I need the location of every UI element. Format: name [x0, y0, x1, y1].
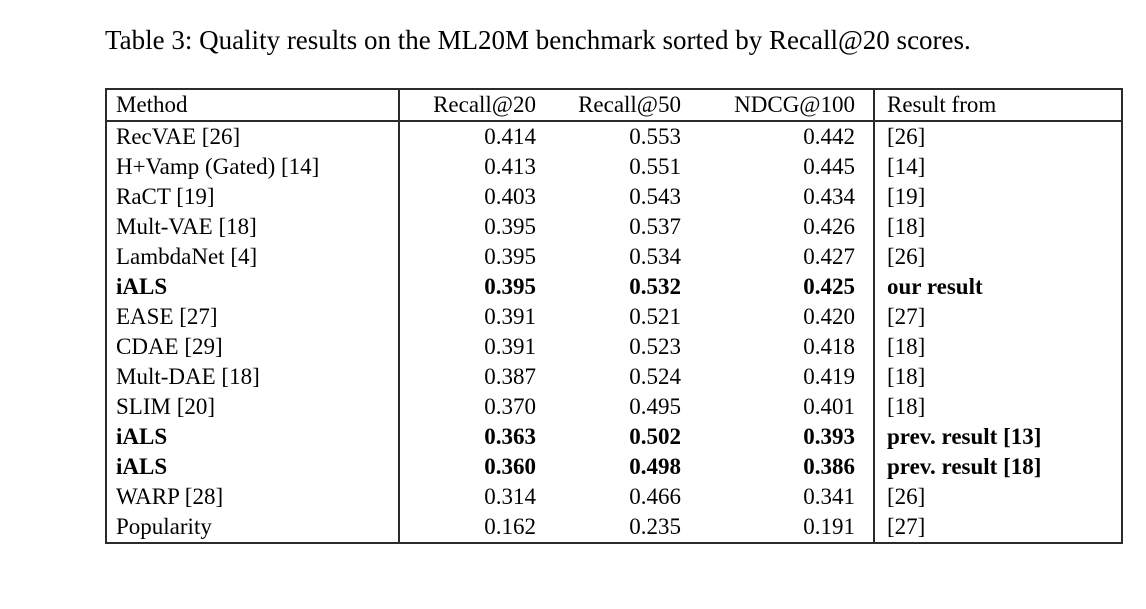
method-cell: H+Vamp (Gated) [14] — [106, 152, 400, 182]
recall50-cell: 0.502 — [629, 424, 681, 449]
recall20-cell: 0.413 — [484, 154, 536, 179]
result-from-cell: [27] — [887, 514, 926, 539]
method-cell: WARP [28] — [106, 482, 400, 512]
ndcg100-cell: 0.442 — [681, 121, 875, 152]
ndcg100-cell: 0.386 — [681, 452, 875, 482]
table-row: CDAE [29] 0.391 0.523 0.418 [18] — [106, 332, 1122, 362]
ndcg100-cell: 0.434 — [681, 182, 875, 212]
recall50-cell: 0.543 — [629, 184, 681, 209]
recall20-cell: 0.391 — [484, 334, 536, 359]
table-row: RaCT [19] 0.403 0.543 0.434 [19] — [106, 182, 1122, 212]
method-cell: iALS — [106, 272, 400, 302]
recall50-cell: 0.521 — [629, 304, 681, 329]
recall50-cell: 0.553 — [629, 124, 681, 149]
column-header-method: Method — [106, 89, 400, 122]
recall20-cell: 0.395 — [484, 214, 536, 239]
result-from-cell: [26] — [887, 484, 926, 509]
table-header: Method Recall@20 Recall@50 NDCG@100 Resu… — [106, 89, 1122, 122]
recall20-cell: 0.403 — [484, 184, 536, 209]
recall50-cell: 0.235 — [629, 514, 681, 539]
table-row: iALS 0.363 0.502 0.393 prev. result [13] — [106, 422, 1122, 452]
header-row: Method Recall@20 Recall@50 NDCG@100 Resu… — [106, 89, 1122, 122]
recall20-cell: 0.162 — [484, 514, 536, 539]
table-row: WARP [28] 0.314 0.466 0.341 [26] — [106, 482, 1122, 512]
recall20-cell: 0.395 — [484, 244, 536, 269]
table-row: Mult-VAE [18] 0.395 0.537 0.426 [18] — [106, 212, 1122, 242]
method-cell: LambdaNet [4] — [106, 242, 400, 272]
result-from-cell: our result — [887, 274, 983, 299]
recall20-cell: 0.387 — [484, 364, 536, 389]
method-cell: RaCT [19] — [106, 182, 400, 212]
table-row: EASE [27] 0.391 0.521 0.420 [27] — [106, 302, 1122, 332]
recall20-cell: 0.360 — [484, 454, 536, 479]
result-from-cell: [26] — [887, 244, 926, 269]
recall50-cell: 0.551 — [629, 154, 681, 179]
result-from-cell: [19] — [887, 184, 926, 209]
table-row: Popularity 0.162 0.235 0.191 [27] — [106, 512, 1122, 543]
recall50-cell: 0.523 — [629, 334, 681, 359]
table-row: LambdaNet [4] 0.395 0.534 0.427 [26] — [106, 242, 1122, 272]
ndcg100-cell: 0.427 — [681, 242, 875, 272]
recall50-cell: 0.534 — [629, 244, 681, 269]
table-caption: Table 3: Quality results on the ML20M be… — [105, 25, 971, 55]
column-header-result-from: Result from — [874, 89, 1122, 122]
recall50-cell: 0.498 — [629, 454, 681, 479]
ndcg100-cell: 0.418 — [681, 332, 875, 362]
table-row: SLIM [20] 0.370 0.495 0.401 [18] — [106, 392, 1122, 422]
result-from-cell: [18] — [887, 214, 926, 239]
result-from-cell: prev. result [18] — [887, 454, 1042, 479]
column-header-recall50: Recall@50 — [536, 89, 681, 122]
recall20-cell: 0.314 — [484, 484, 536, 509]
method-cell: iALS — [106, 452, 400, 482]
method-cell: SLIM [20] — [106, 392, 400, 422]
recall20-cell: 0.395 — [484, 274, 536, 299]
ndcg100-cell: 0.426 — [681, 212, 875, 242]
ndcg100-cell: 0.419 — [681, 362, 875, 392]
table-row: iALS 0.395 0.532 0.425 our result — [106, 272, 1122, 302]
recall50-cell: 0.524 — [629, 364, 681, 389]
result-from-cell: [14] — [887, 154, 926, 179]
recall20-cell: 0.414 — [484, 124, 536, 149]
recall20-cell: 0.363 — [484, 424, 536, 449]
recall50-cell: 0.532 — [629, 274, 681, 299]
table-row: RecVAE [26] 0.414 0.553 0.442 [26] — [106, 121, 1122, 152]
ndcg100-cell: 0.401 — [681, 392, 875, 422]
table-row: H+Vamp (Gated) [14] 0.413 0.551 0.445 [14] — [106, 152, 1122, 182]
recall50-cell: 0.537 — [629, 214, 681, 239]
result-from-cell: [18] — [887, 334, 926, 359]
result-from-cell: [18] — [887, 394, 926, 419]
ndcg100-cell: 0.420 — [681, 302, 875, 332]
method-cell: Mult-DAE [18] — [106, 362, 400, 392]
ndcg100-cell: 0.191 — [681, 512, 875, 543]
recall20-cell: 0.391 — [484, 304, 536, 329]
table-body: RecVAE [26] 0.414 0.553 0.442 [26] H+Vamp (Ga… — [106, 121, 1122, 543]
result-from-cell: [26] — [887, 124, 926, 149]
ndcg100-cell: 0.393 — [681, 422, 875, 452]
column-header-recall20: Recall@20 — [399, 89, 536, 122]
result-from-cell: [27] — [887, 304, 926, 329]
method-cell: CDAE [29] — [106, 332, 400, 362]
method-cell: iALS — [106, 422, 400, 452]
ndcg100-cell: 0.445 — [681, 152, 875, 182]
result-from-cell: [18] — [887, 364, 926, 389]
column-header-ndcg100: NDCG@100 — [681, 89, 875, 122]
recall50-cell: 0.495 — [629, 394, 681, 419]
result-from-cell: prev. result [13] — [887, 424, 1042, 449]
table-row: Mult-DAE [18] 0.387 0.524 0.419 [18] — [106, 362, 1122, 392]
method-cell: Popularity — [106, 512, 400, 543]
results-table: Method Recall@20 Recall@50 NDCG@100 Resu… — [105, 88, 1123, 544]
method-cell: RecVAE [26] — [106, 121, 400, 152]
table-row: iALS 0.360 0.498 0.386 prev. result [18] — [106, 452, 1122, 482]
method-cell: Mult-VAE [18] — [106, 212, 400, 242]
method-cell: EASE [27] — [106, 302, 400, 332]
recall50-cell: 0.466 — [629, 484, 681, 509]
recall20-cell: 0.370 — [484, 394, 536, 419]
ndcg100-cell: 0.425 — [681, 272, 875, 302]
ndcg100-cell: 0.341 — [681, 482, 875, 512]
